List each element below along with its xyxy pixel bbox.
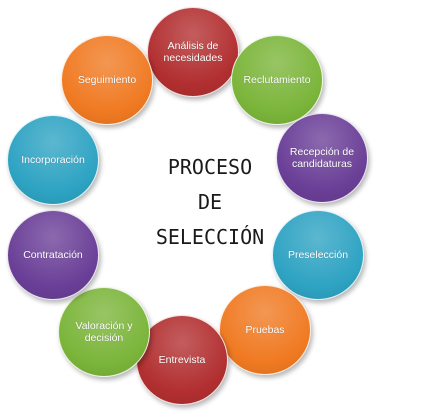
step-label: Recepción de candidaturas [289,146,355,170]
step-recepcion-de-candidaturas: Recepción de candidaturas [276,113,368,203]
step-analisis-de-necesidades: Análisis de necesidades [147,7,239,97]
step-label: Análisis de necesidades [163,40,223,64]
step-seguimiento: Seguimiento [61,35,153,125]
step-pruebas: Pruebas [219,285,311,375]
step-label: Contratación [23,249,83,261]
step-label: Entrevista [158,354,206,366]
step-valoracion-y-decision: Valoración y decisión [58,287,150,377]
step-label: Seguimiento [77,74,137,86]
step-label: Reclutamiento [243,74,311,86]
step-entrevista: Entrevista [136,315,228,405]
step-label: Incorporación [21,154,85,166]
step-contratacion: Contratación [7,210,99,300]
step-incorporacion: Incorporación [7,115,99,205]
step-label: Pruebas [245,324,285,336]
step-preseleccion: Preselección [272,210,364,300]
step-reclutamiento: Reclutamiento [231,35,323,125]
step-label: Valoración y decisión [75,320,133,344]
diagram-title: PROCESO DE SELECCIÓN [155,155,265,249]
step-label: Preselección [287,249,349,261]
